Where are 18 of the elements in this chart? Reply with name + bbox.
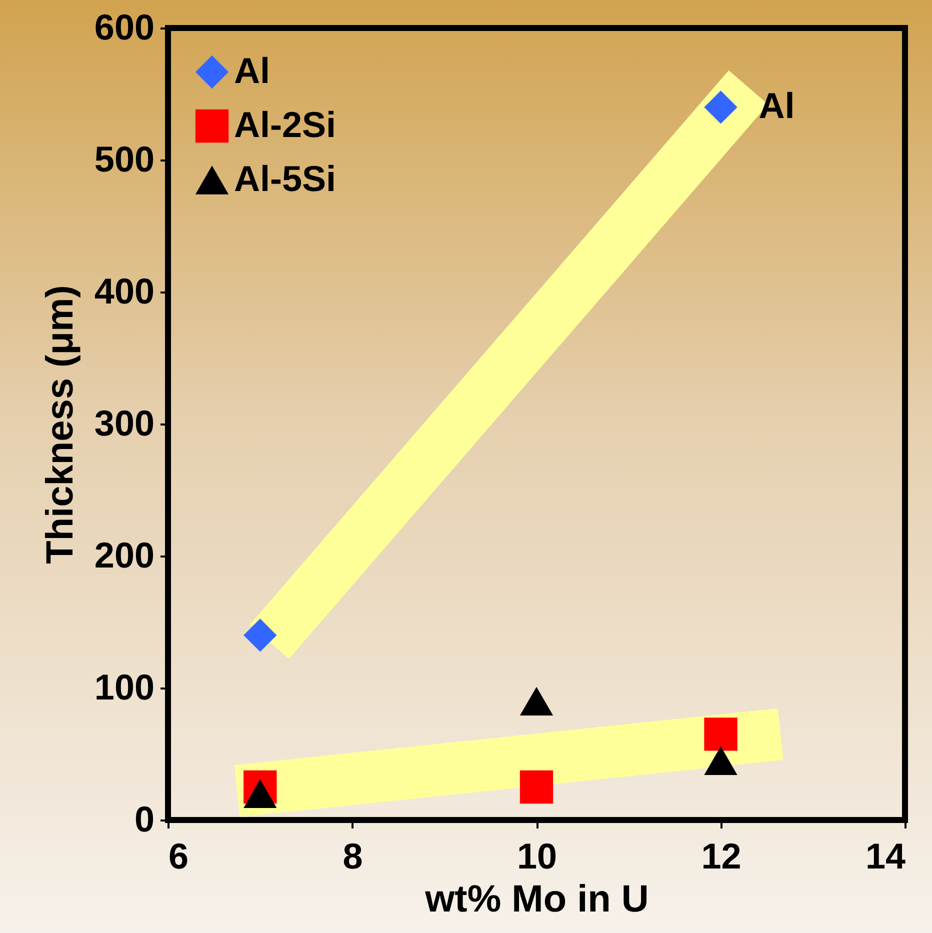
x-tick-label: 8 (342, 836, 363, 876)
y-tick-label: 600 (94, 6, 154, 48)
x-tick-label: 14 (865, 836, 906, 876)
x-tick-label: 12 (701, 836, 742, 876)
y-axis-title: Thickness (μm) (39, 285, 82, 564)
y-tick-label: 0 (134, 798, 154, 840)
y-tick-label: 300 (94, 402, 154, 444)
y-tick-label: 200 (94, 534, 154, 576)
y-tick-label: 400 (94, 270, 154, 312)
y-tick-label: 500 (94, 138, 154, 180)
y-tick-label: 100 (94, 666, 154, 708)
annotation: Al (758, 85, 795, 126)
x-axis-title: wt% Mo in U (424, 878, 649, 920)
legend-label: Al-2Si (234, 104, 336, 145)
legend-label: Al-5Si (234, 158, 336, 199)
x-tick-label: 10 (516, 836, 558, 876)
legend-label: Al (234, 50, 270, 91)
x-tick-label: 6 (168, 836, 189, 876)
